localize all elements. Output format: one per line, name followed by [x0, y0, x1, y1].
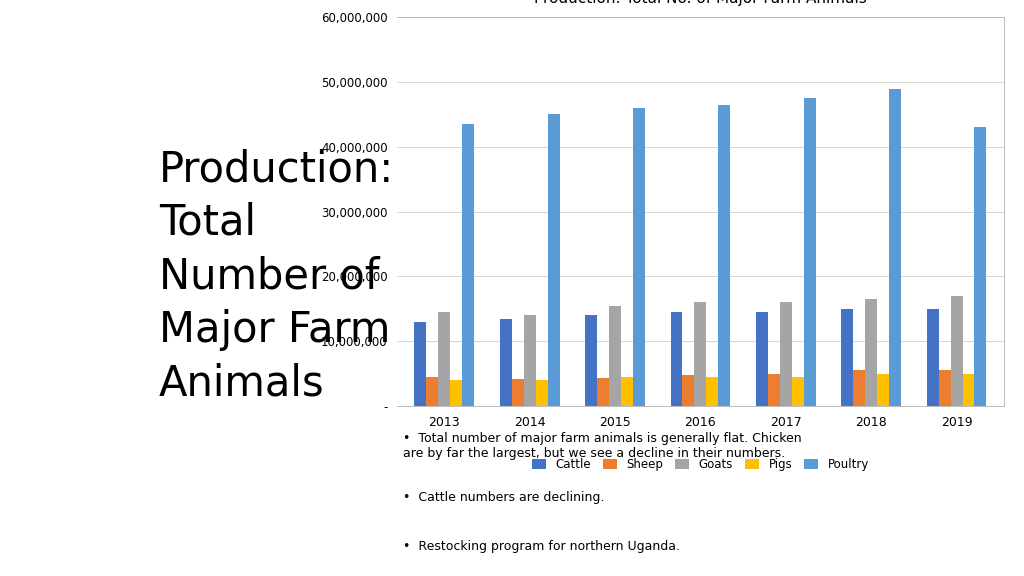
Text: •  Total number of major farm animals is generally flat. Chicken
are by far the : • Total number of major farm animals is … [403, 431, 802, 460]
Bar [975, 127, 986, 406]
Bar [512, 379, 523, 406]
Bar [865, 299, 878, 406]
Bar [438, 312, 451, 406]
Bar [878, 374, 889, 406]
Bar [609, 306, 621, 406]
Bar [548, 115, 559, 406]
Bar [682, 375, 694, 406]
Bar [633, 108, 645, 406]
Bar [585, 316, 597, 406]
Bar [462, 124, 474, 406]
Bar [671, 312, 682, 406]
Bar [963, 374, 975, 406]
Bar [939, 370, 950, 406]
Title: Production: Total No. of Major Farm Animals: Production: Total No. of Major Farm Anim… [535, 0, 866, 6]
Bar [853, 370, 865, 406]
Text: Production:
Total
Number of
Major Farm
Animals: Production: Total Number of Major Farm A… [159, 149, 394, 404]
Bar [451, 380, 462, 406]
Bar [780, 302, 792, 406]
Text: •  Restocking program for northern Uganda.: • Restocking program for northern Uganda… [403, 540, 680, 553]
Bar [426, 377, 438, 406]
Bar [597, 378, 609, 406]
Bar [792, 377, 804, 406]
Bar [804, 98, 816, 406]
Bar [523, 316, 536, 406]
Bar [756, 312, 768, 406]
Bar [719, 105, 730, 406]
Bar [415, 322, 426, 406]
Bar [707, 377, 719, 406]
Bar [927, 309, 939, 406]
Bar [694, 302, 707, 406]
Bar [768, 374, 780, 406]
Bar [500, 319, 512, 406]
Bar [536, 380, 548, 406]
Legend: Cattle, Sheep, Goats, Pigs, Poultry: Cattle, Sheep, Goats, Pigs, Poultry [527, 453, 873, 476]
Text: •  Cattle numbers are declining.: • Cattle numbers are declining. [403, 491, 605, 503]
Bar [621, 377, 633, 406]
Bar [889, 89, 901, 406]
Bar [950, 296, 963, 406]
Bar [842, 309, 853, 406]
